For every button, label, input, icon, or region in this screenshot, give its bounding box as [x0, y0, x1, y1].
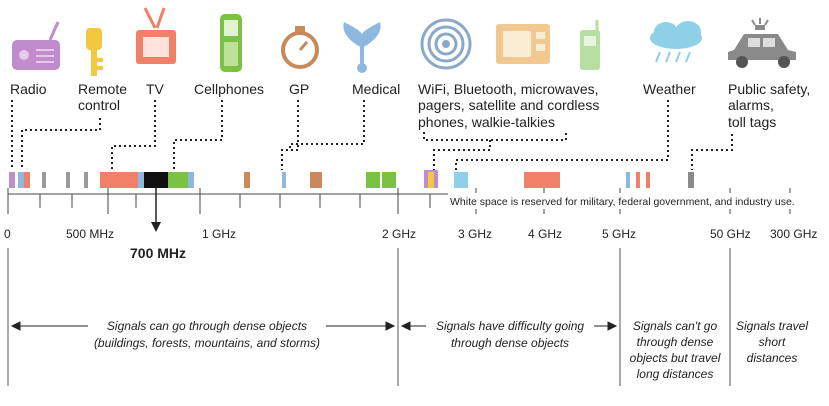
zone-4-line-2: short [759, 335, 786, 349]
tv-icon [136, 7, 176, 64]
police-car-icon [728, 18, 796, 68]
zone-3-line-1: Signals can't go [633, 319, 718, 333]
zone-3-line-2: through dense [637, 335, 714, 349]
zone-4-line-3: distances [747, 351, 798, 365]
label-safety-2: alarms, [728, 97, 774, 113]
zone-3-line-4: long distances [637, 367, 714, 381]
wireless-icons [420, 18, 600, 70]
zone-notes: Signals can go through dense objects (bu… [94, 319, 808, 381]
axis-label: 2 GHz [382, 227, 416, 241]
zone-3-line-3: objects but travel [630, 351, 721, 365]
white-space-note: White space is reserved for military, fe… [450, 196, 795, 208]
label-remote-2: control [78, 97, 120, 113]
axis-labels: 0 500 MHz 1 GHz 2 GHz 3 GHz 4 GHz 5 GHz … [4, 227, 817, 241]
axis-label: 300 GHz [770, 227, 817, 241]
axis-label: 50 GHz [710, 227, 751, 241]
label-safety: Public safety, [728, 81, 810, 97]
highlight-label: 700 MHz [130, 245, 186, 261]
zone-4-line-1: Signals travel [736, 319, 808, 333]
highlight-700mhz: 700 MHz [130, 188, 186, 261]
axis-label: 3 GHz [458, 227, 492, 241]
zone-dividers [7, 248, 731, 386]
label-cellphones: Cellphones [194, 81, 264, 97]
white-space-note-bg [448, 193, 822, 209]
axis-label: 4 GHz [528, 227, 562, 241]
spectrum-bands [9, 170, 694, 188]
label-remote: Remote [78, 81, 127, 97]
label-wireless: WiFi, Bluetooth, microwaves, [418, 81, 599, 97]
label-medical: Medical [352, 81, 400, 97]
zone-1-line-2: (buildings, forests, mountains, and stor… [94, 336, 320, 350]
axis-label: 5 GHz [602, 227, 636, 241]
label-wireless-3: phones, walkie-talkies [418, 114, 555, 130]
weather-cloud-icon [650, 21, 702, 63]
zone-arrows [10, 321, 618, 331]
label-tv: TV [146, 81, 165, 97]
stethoscope-icon [343, 22, 381, 73]
axis-label: 500 MHz [66, 227, 114, 241]
label-weather: Weather [643, 81, 696, 97]
zone-2-line-2: through dense objects [451, 336, 569, 350]
zone-1-line-1: Signals can go through dense objects [107, 319, 307, 333]
cellphone-icon [220, 14, 242, 72]
radio-icon [12, 21, 60, 70]
label-wireless-2: pagers, satellite and cordless [418, 97, 599, 113]
leader-lines [11, 100, 733, 170]
band-700mhz [144, 172, 168, 188]
label-radio: Radio [10, 81, 47, 97]
label-safety-3: toll tags [728, 114, 776, 130]
remote-control-icon [86, 28, 103, 76]
label-gp: GP [289, 81, 309, 97]
axis-label: 1 GHz [202, 227, 236, 241]
gps-compass-icon [281, 26, 319, 69]
axis-label: 0 [4, 227, 11, 241]
zone-2-line-1: Signals have difficulty going [436, 319, 584, 333]
